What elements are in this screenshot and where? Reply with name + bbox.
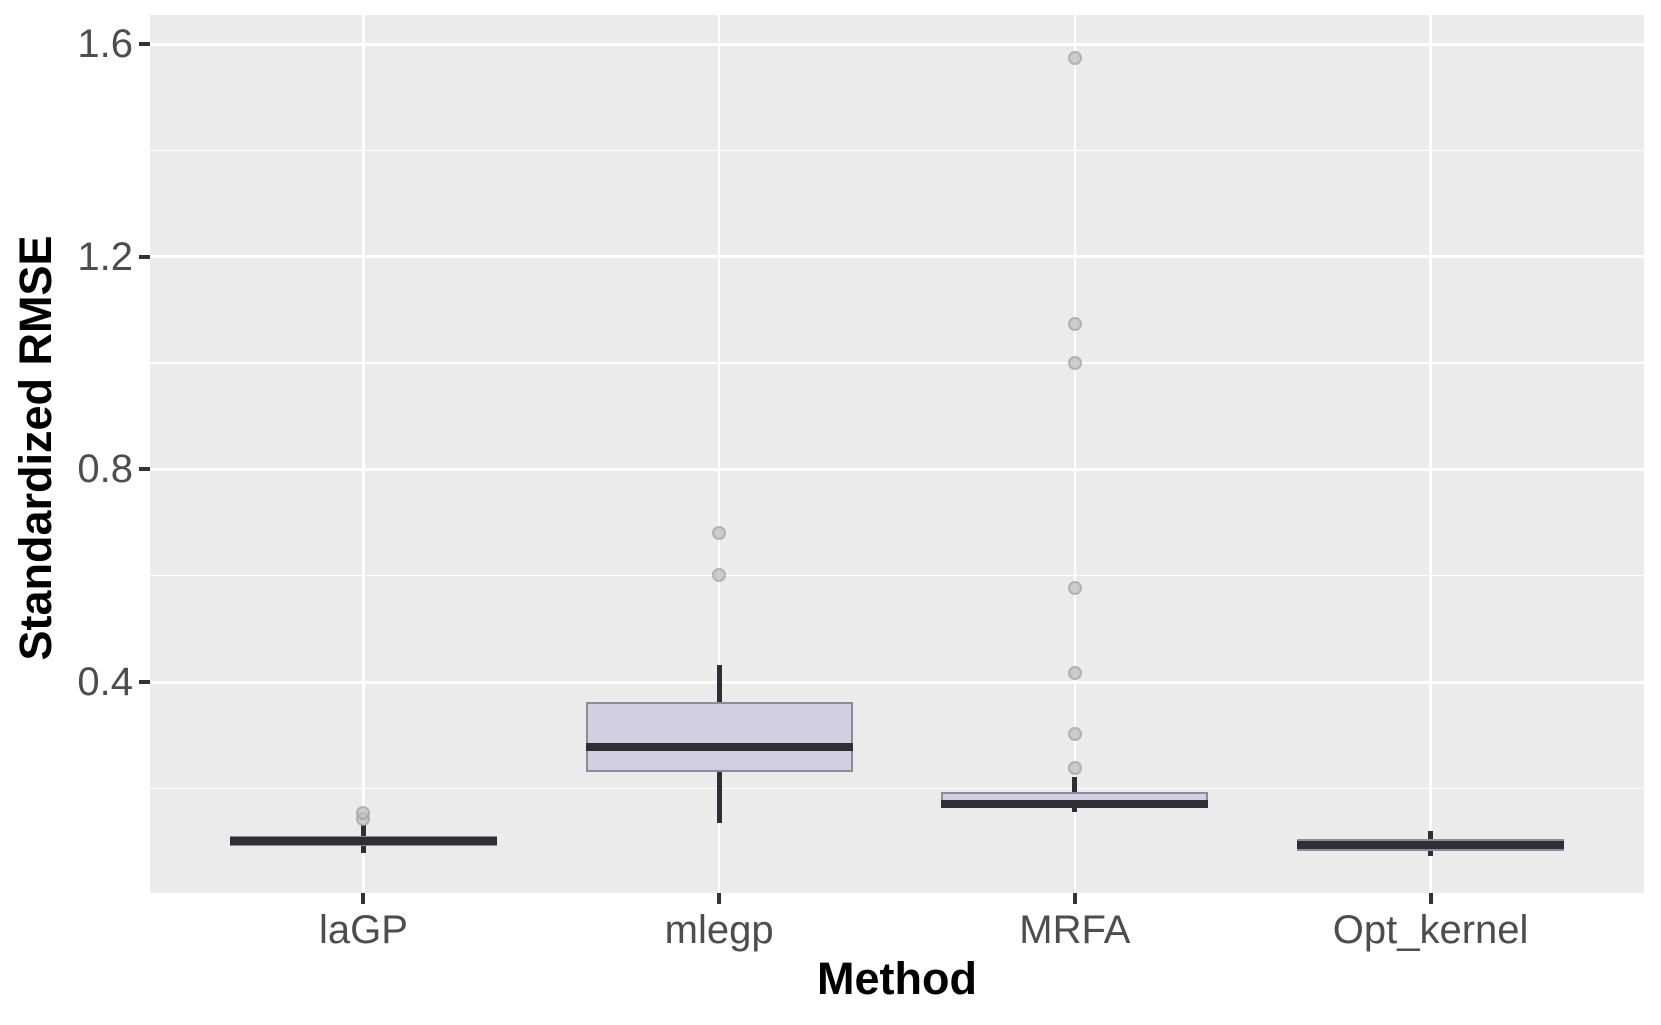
- outlier-point: [1067, 727, 1082, 742]
- median-line: [941, 799, 1209, 808]
- outlier-point: [1067, 665, 1082, 680]
- minor-gridline: [150, 149, 1644, 152]
- x-tick-mark: [361, 893, 366, 904]
- median-line: [230, 836, 497, 845]
- major-gridline: [150, 680, 1644, 684]
- lower-whisker: [1072, 807, 1078, 812]
- x-tick-mark: [1428, 893, 1433, 904]
- y-tick-label: 1.6: [77, 22, 133, 67]
- outlier-point: [1067, 580, 1082, 595]
- outlier-point: [712, 526, 727, 541]
- major-gridline: [150, 42, 1644, 46]
- minor-gridline: [150, 362, 1644, 364]
- y-tick-mark: [139, 254, 150, 259]
- major-gridline: [150, 467, 1644, 471]
- upper-whisker: [1428, 830, 1434, 839]
- outlier-point: [1067, 50, 1082, 65]
- vertical-gridline: [717, 15, 721, 893]
- y-tick-label: 1.2: [77, 234, 133, 279]
- outlier-point: [356, 805, 371, 820]
- plot-panel: [150, 15, 1644, 893]
- major-gridline: [150, 255, 1644, 259]
- x-tick-mark: [717, 893, 722, 904]
- y-tick-label: 0.4: [77, 660, 133, 704]
- lower-whisker: [716, 772, 722, 823]
- upper-whisker: [1072, 777, 1078, 792]
- upper-whisker: [716, 664, 722, 703]
- x-tick-label: Opt_kernel: [1332, 908, 1529, 952]
- y-axis-title: Standardized RMSE: [10, 235, 61, 661]
- outlier-point: [712, 568, 727, 583]
- x-tick-mark: [1072, 893, 1077, 904]
- minor-gridline: [150, 787, 1644, 790]
- y-tick-mark: [139, 680, 150, 684]
- x-tick-label: MRFA: [1019, 908, 1131, 952]
- boxplot-box: [585, 702, 853, 773]
- vertical-gridline: [362, 15, 365, 893]
- outlier-point: [1067, 761, 1082, 776]
- vertical-gridline: [1429, 15, 1432, 893]
- minor-gridline: [150, 574, 1644, 577]
- outlier-point: [1067, 356, 1082, 371]
- upper-whisker: [360, 824, 366, 837]
- median-line: [1297, 840, 1564, 849]
- x-axis-title: Method: [817, 953, 977, 1004]
- y-tick-label: 0.8: [77, 447, 133, 492]
- x-tick-label: mlegp: [664, 908, 774, 952]
- lower-whisker: [1428, 851, 1434, 856]
- lower-whisker: [360, 845, 366, 854]
- median-line: [585, 742, 853, 751]
- y-tick-mark: [139, 42, 150, 47]
- outlier-point: [1067, 317, 1082, 332]
- y-tick-mark: [139, 467, 150, 472]
- x-tick-label: laGP: [318, 908, 408, 952]
- vertical-gridline: [1073, 15, 1077, 893]
